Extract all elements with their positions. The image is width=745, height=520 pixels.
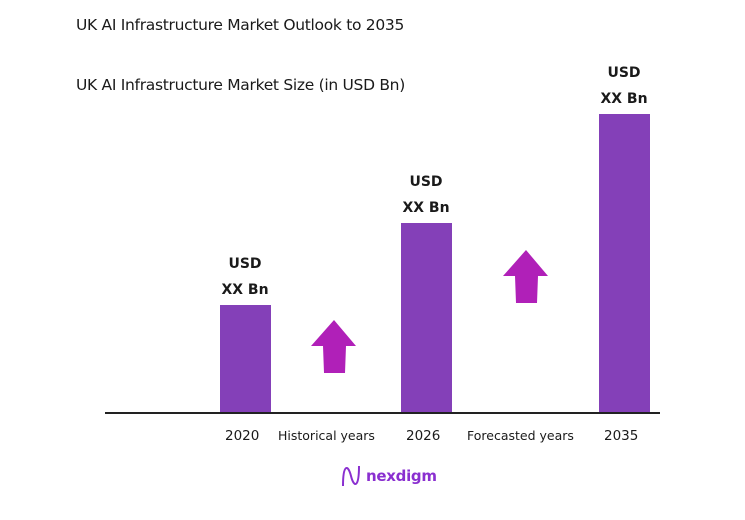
data-label-2035: USD XX Bn (584, 60, 664, 112)
growth-arrow-historical (311, 320, 356, 373)
period-label-historical: Historical years (278, 428, 375, 443)
data-label-2026: USD XX Bn (386, 169, 466, 221)
bar-2026 (401, 223, 452, 413)
growth-arrow-forecast (503, 250, 548, 303)
data-label-line: USD (228, 256, 262, 272)
chart-subtitle: UK AI Infrastructure Market Size (in USD… (76, 76, 405, 94)
x-tick-2026: 2026 (406, 428, 441, 444)
data-label-line: XX Bn (600, 91, 648, 107)
data-label-2020: USD XX Bn (205, 251, 285, 303)
x-axis-line (105, 412, 660, 414)
data-label-line: USD (607, 65, 641, 81)
nexdigm-logo: nexdigm (340, 464, 437, 488)
logo-text: nexdigm (366, 467, 437, 485)
bar-2020 (220, 305, 271, 413)
x-tick-2020: 2020 (225, 428, 260, 444)
x-tick-2035: 2035 (604, 428, 639, 444)
data-label-line: USD (409, 174, 443, 190)
data-label-line: XX Bn (221, 282, 269, 298)
period-label-forecast: Forecasted years (467, 428, 574, 443)
bar-2035 (599, 114, 650, 413)
data-label-line: XX Bn (402, 200, 450, 216)
logo-wave-icon (342, 465, 360, 487)
chart-title: UK AI Infrastructure Market Outlook to 2… (76, 16, 405, 34)
